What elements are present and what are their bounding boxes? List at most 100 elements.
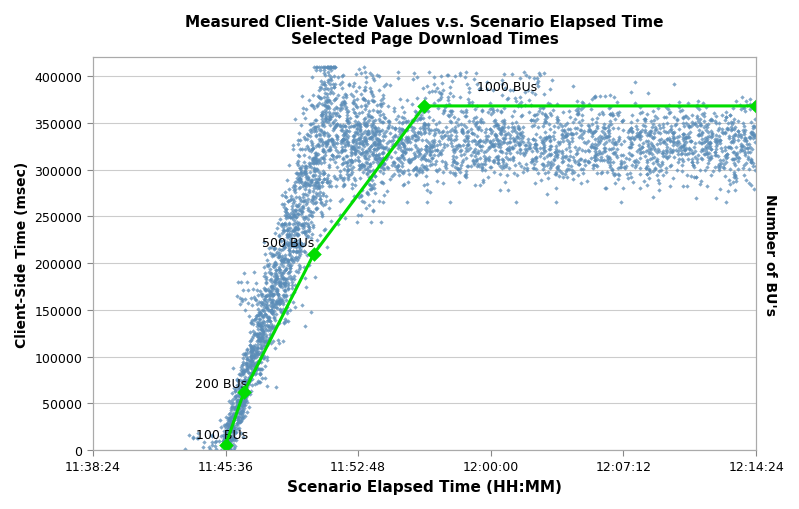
Point xyxy=(209,445,222,454)
Point xyxy=(740,137,753,145)
Point xyxy=(370,152,383,160)
Point xyxy=(435,72,447,80)
Point xyxy=(252,351,264,359)
Point xyxy=(233,400,245,408)
Point xyxy=(292,178,305,186)
Point xyxy=(699,166,712,175)
Point xyxy=(347,137,360,146)
Point xyxy=(446,169,459,178)
Point xyxy=(271,304,284,313)
Point xyxy=(690,156,703,164)
Point xyxy=(459,173,472,181)
Point xyxy=(521,146,534,154)
Point xyxy=(461,127,474,135)
Point xyxy=(240,391,252,399)
Point xyxy=(360,74,372,82)
Point xyxy=(292,262,305,270)
Point xyxy=(221,429,233,437)
Point xyxy=(532,83,545,91)
Point xyxy=(444,118,457,126)
Point xyxy=(245,301,258,309)
Point xyxy=(429,160,442,168)
Point xyxy=(227,440,240,448)
Point xyxy=(318,130,331,138)
Point xyxy=(526,148,539,156)
Point xyxy=(339,143,352,151)
Point xyxy=(397,148,410,156)
Point xyxy=(365,114,378,122)
Point xyxy=(239,380,252,388)
Point xyxy=(742,165,755,174)
Point xyxy=(353,123,366,131)
Point xyxy=(285,281,298,289)
Point xyxy=(477,179,490,187)
Point xyxy=(231,415,244,423)
Point xyxy=(248,345,261,353)
Point xyxy=(238,395,251,403)
Point xyxy=(320,140,333,149)
Point xyxy=(221,429,234,437)
Point xyxy=(219,436,232,444)
Point xyxy=(281,232,294,240)
Point xyxy=(257,318,270,326)
Point xyxy=(434,140,447,149)
Point xyxy=(375,97,388,105)
Point xyxy=(738,108,751,116)
Point xyxy=(240,365,252,374)
Point xyxy=(282,269,295,277)
Point xyxy=(406,132,419,140)
Point xyxy=(392,141,405,149)
Point xyxy=(691,159,704,167)
Point xyxy=(622,134,634,142)
Point xyxy=(323,147,336,155)
Point xyxy=(282,240,295,248)
Point xyxy=(423,149,436,157)
Point xyxy=(270,298,283,306)
Point xyxy=(293,266,306,274)
Point xyxy=(319,64,332,72)
Point xyxy=(473,138,486,146)
Point xyxy=(242,369,255,377)
Point xyxy=(667,175,680,183)
Point xyxy=(259,296,272,304)
Point xyxy=(392,69,404,77)
Point xyxy=(246,381,259,389)
Point xyxy=(477,119,490,127)
Point xyxy=(313,87,326,95)
Y-axis label: Number of BU's: Number of BU's xyxy=(763,193,777,315)
Point xyxy=(396,140,408,148)
Point xyxy=(281,241,294,249)
Point xyxy=(245,350,258,358)
Point xyxy=(239,361,252,370)
Point xyxy=(667,138,680,147)
Point xyxy=(297,229,310,237)
Point xyxy=(285,275,298,284)
Point xyxy=(705,145,718,153)
Point xyxy=(300,163,312,171)
Point xyxy=(423,140,436,149)
Point xyxy=(565,162,578,171)
Point xyxy=(362,164,375,172)
Point xyxy=(444,132,457,140)
Point xyxy=(324,116,336,124)
Point xyxy=(488,143,501,151)
Point xyxy=(357,168,370,177)
Point xyxy=(698,138,711,147)
Point xyxy=(289,206,302,214)
Point xyxy=(331,109,344,118)
Point xyxy=(369,135,382,143)
Point xyxy=(323,132,336,140)
Point xyxy=(482,143,495,151)
Point xyxy=(315,200,328,208)
Point xyxy=(248,359,261,367)
Point xyxy=(408,165,421,173)
Point xyxy=(367,74,380,82)
Point xyxy=(490,132,503,140)
Point xyxy=(645,145,658,153)
Point xyxy=(487,123,500,131)
Point xyxy=(327,153,340,161)
Point xyxy=(721,126,733,134)
Point xyxy=(413,125,426,133)
Point xyxy=(738,135,751,143)
Point xyxy=(649,124,662,132)
